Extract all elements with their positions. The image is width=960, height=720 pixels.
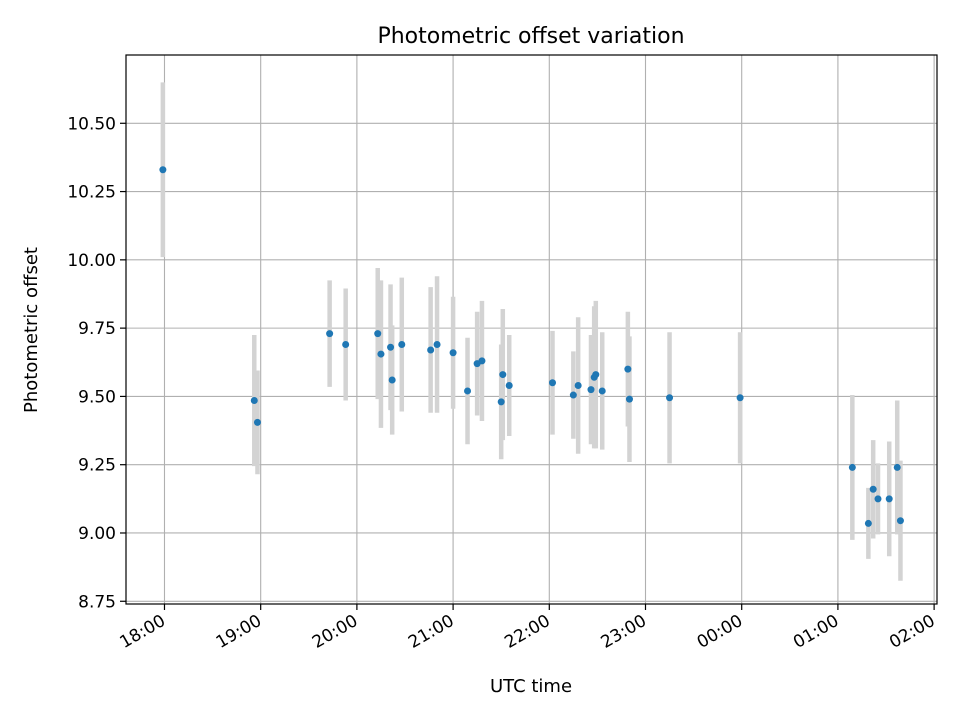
- data-point: [398, 341, 406, 349]
- data-point: [387, 343, 395, 351]
- data-point: [896, 517, 904, 525]
- data-point: [864, 519, 872, 527]
- data-point: [625, 395, 633, 403]
- y-tick-label: 10.50: [67, 114, 116, 134]
- chart-title: Photometric offset variation: [377, 24, 684, 49]
- data-point: [250, 397, 258, 405]
- data-point: [388, 376, 396, 384]
- data-point: [326, 330, 334, 338]
- y-tick-label: 9.00: [78, 524, 116, 544]
- data-point: [253, 418, 261, 426]
- data-point: [159, 166, 167, 174]
- y-tick-label: 8.75: [78, 592, 116, 612]
- data-point: [666, 394, 674, 402]
- data-point: [342, 341, 350, 349]
- data-point: [885, 495, 893, 503]
- data-point: [505, 381, 513, 389]
- x-axis-label: UTC time: [490, 676, 572, 697]
- data-point: [377, 350, 385, 358]
- y-tick-label: 9.75: [78, 319, 116, 339]
- data-point: [499, 371, 507, 379]
- data-point: [869, 485, 877, 493]
- data-points: [159, 166, 904, 527]
- data-point: [874, 495, 882, 503]
- y-tick-label: 10.00: [67, 251, 116, 271]
- y-axis-ticks: 8.75 9.00 9.25 9.50 9.75 10.00 10.25 10.50: [67, 114, 126, 612]
- data-point: [478, 357, 486, 365]
- y-axis-label: Photometric offset: [21, 247, 42, 413]
- data-point: [574, 381, 582, 389]
- data-point: [449, 349, 457, 357]
- data-point: [893, 463, 901, 471]
- data-point: [592, 371, 600, 379]
- y-tick-label: 9.25: [78, 456, 116, 476]
- data-point: [549, 379, 557, 387]
- grid-lines: [126, 55, 937, 604]
- data-point: [464, 387, 472, 395]
- data-point: [736, 394, 744, 402]
- data-point: [569, 391, 577, 399]
- data-point: [598, 387, 606, 395]
- y-tick-label: 9.50: [78, 387, 116, 407]
- data-point: [427, 346, 435, 354]
- plot-area-frame: [125, 54, 938, 605]
- data-point: [848, 463, 856, 471]
- data-point: [433, 341, 441, 349]
- y-tick-label: 10.25: [67, 183, 116, 203]
- data-point: [624, 365, 632, 373]
- data-point: [497, 398, 505, 406]
- data-point: [587, 386, 595, 394]
- data-point: [374, 330, 382, 338]
